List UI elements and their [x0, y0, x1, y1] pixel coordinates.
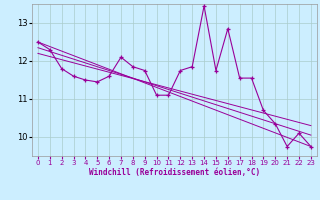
X-axis label: Windchill (Refroidissement éolien,°C): Windchill (Refroidissement éolien,°C) [89, 168, 260, 177]
